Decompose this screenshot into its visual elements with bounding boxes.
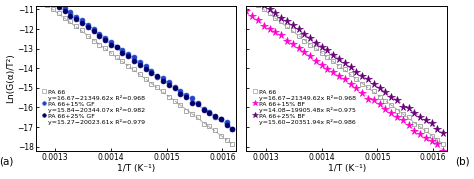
X-axis label: 1/T (K⁻¹): 1/T (K⁻¹) [328,165,366,173]
Legend: PA 66, y=16.67−21349.62x R²=0.968, PA 66+15% BF, y=14.08−19905.48x R²=0.975, PA : PA 66, y=16.67−21349.62x R²=0.968, PA 66… [252,89,356,125]
Text: (b): (b) [455,156,470,166]
Text: (a): (a) [0,156,14,166]
Legend: PA 66, y=16.67−21349.62x R²=0.968, PA 66+15% GF, y=15.84−20344.07x R²=0.982, PA : PA 66, y=16.67−21349.62x R²=0.968, PA 66… [41,89,146,125]
Y-axis label: Ln(G(α)/T²): Ln(G(α)/T²) [6,53,15,103]
X-axis label: 1/T (K⁻¹): 1/T (K⁻¹) [117,165,155,173]
